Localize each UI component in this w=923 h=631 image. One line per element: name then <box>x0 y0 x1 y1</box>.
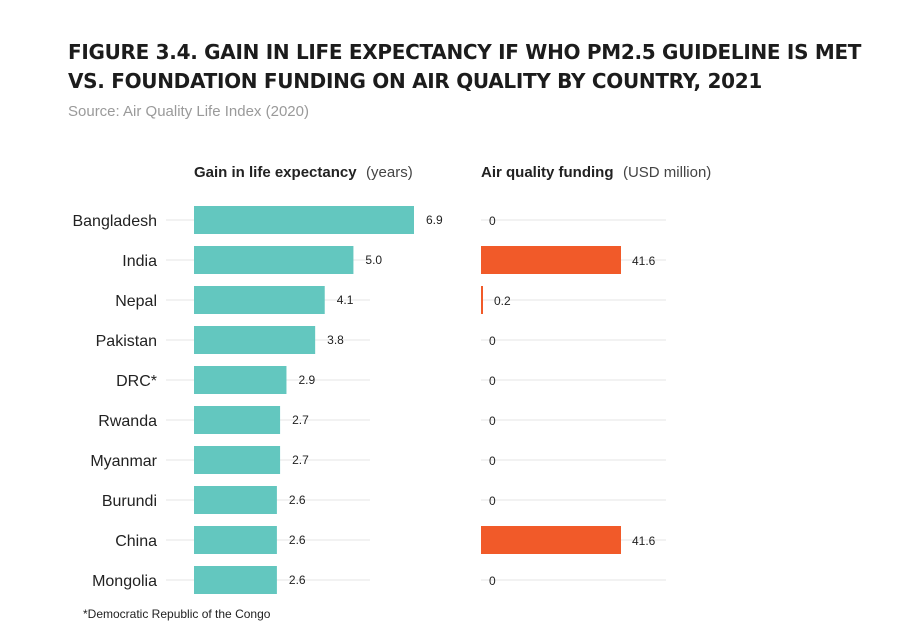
life-expectancy-bar <box>194 526 277 554</box>
country-label: Bangladesh <box>72 213 157 230</box>
country-label: Myanmar <box>90 453 157 470</box>
funding-bar <box>481 526 621 554</box>
left-panel-unit: (years) <box>366 164 413 181</box>
life-expectancy-value: 2.6 <box>289 573 306 587</box>
life-expectancy-value: 5.0 <box>365 253 382 267</box>
funding-bars: 0 41.6 0.2 0 0 0 0 0 41.6 0 <box>481 214 656 588</box>
funding-value: 0 <box>489 334 496 348</box>
panel-headers: Gain in life expectancy (years) Air qual… <box>194 164 711 181</box>
life-expectancy-bar <box>194 566 277 594</box>
chart-source: Source: Air Quality Life Index (2020) <box>68 103 309 120</box>
funding-value: 0 <box>489 454 496 468</box>
svg-text:Gain in life expectancy: Gain in life expectancy (years) <box>194 164 413 181</box>
country-label: China <box>115 533 157 550</box>
life-expectancy-bar <box>194 446 281 474</box>
life-expectancy-bar <box>194 326 316 354</box>
country-label: Pakistan <box>96 333 157 350</box>
life-expectancy-value: 4.1 <box>337 293 354 307</box>
funding-value: 0.2 <box>494 294 511 308</box>
life-expectancy-bars: 6.9 5.0 4.1 3.8 2.9 2.7 2.7 2.6 2.6 2.6 <box>194 206 443 594</box>
country-label: Burundi <box>102 493 157 510</box>
country-label: Nepal <box>115 293 157 310</box>
life-expectancy-value: 2.7 <box>292 413 309 427</box>
funding-value: 0 <box>489 494 496 508</box>
life-expectancy-bar <box>194 486 277 514</box>
funding-value: 0 <box>489 414 496 428</box>
life-expectancy-value: 2.6 <box>289 493 306 507</box>
funding-value: 41.6 <box>632 254 656 268</box>
country-label: Mongolia <box>92 573 157 590</box>
life-expectancy-bar <box>194 206 414 234</box>
country-label: India <box>122 253 157 270</box>
right-panel-unit: (USD million) <box>623 164 711 181</box>
life-expectancy-bar <box>194 366 287 394</box>
comparison-bar-chart: Gain in life expectancy (years) Air qual… <box>72 164 711 594</box>
life-expectancy-bar <box>194 286 325 314</box>
svg-text:Air quality funding (USD: Air quality funding (USD million) <box>481 164 711 181</box>
life-expectancy-value: 2.9 <box>298 373 315 387</box>
life-expectancy-value: 2.7 <box>292 453 309 467</box>
funding-value: 0 <box>489 574 496 588</box>
country-label: DRC* <box>116 373 157 390</box>
life-expectancy-value: 6.9 <box>426 213 443 227</box>
country-labels: Bangladesh India Nepal Pakistan DRC* Rwanda My… <box>72 213 157 590</box>
funding-value: 0 <box>489 374 496 388</box>
life-expectancy-value: 2.6 <box>289 533 306 547</box>
funding-bar <box>481 246 621 274</box>
funding-value: 41.6 <box>632 534 656 548</box>
life-expectancy-bar <box>194 246 354 274</box>
funding-bar <box>481 286 483 314</box>
left-panel-title: Gain in life expectancy <box>194 164 357 181</box>
right-panel-title: Air quality funding <box>481 164 614 181</box>
country-label: Rwanda <box>98 413 157 430</box>
life-expectancy-bar <box>194 406 281 434</box>
chart-title: Figure 3.4. Gain in life expectancy if W… <box>68 40 862 93</box>
life-expectancy-value: 3.8 <box>327 333 344 347</box>
funding-value: 0 <box>489 214 496 228</box>
footnote: *Democratic Republic of the Congo <box>83 607 271 621</box>
